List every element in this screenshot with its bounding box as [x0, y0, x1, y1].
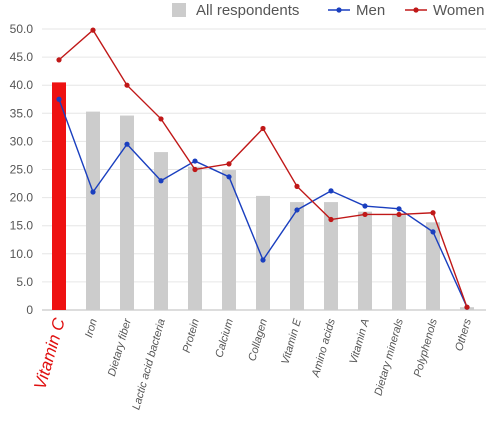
bar: [222, 170, 236, 310]
x-tick-label: Calcium: [213, 318, 235, 360]
y-tick-label: 25.0: [10, 163, 34, 177]
data-point: [328, 188, 334, 194]
y-tick-label: 45.0: [10, 50, 34, 64]
legend-marker: [413, 7, 419, 13]
x-tick-label: Dietary minerals: [372, 317, 406, 397]
x-tick-label: Protein: [181, 318, 202, 355]
x-tick-label: Amino acids: [310, 317, 338, 379]
y-tick-label: 10.0: [10, 247, 34, 261]
data-point: [260, 125, 266, 132]
y-tick-label: 5.0: [16, 275, 33, 289]
legend: All respondents Men Women: [172, 2, 484, 19]
data-point: [90, 189, 96, 195]
bar: [426, 222, 440, 310]
bar: [324, 202, 338, 310]
y-tick-label: 40.0: [10, 78, 34, 92]
data-point: [158, 116, 164, 122]
legend-swatch-bar: [172, 3, 186, 17]
y-tick-label: 35.0: [10, 106, 34, 120]
legend-label: All respondents: [196, 2, 299, 19]
data-point: [396, 211, 402, 218]
y-tick-label: 50.0: [10, 22, 34, 36]
bar: [290, 202, 304, 310]
data-point: [362, 203, 368, 209]
bars: [52, 82, 474, 310]
data-point: [56, 57, 62, 63]
bar: [358, 211, 372, 310]
x-tick-label: Others: [453, 317, 474, 353]
data-point: [226, 161, 232, 167]
data-point: [260, 257, 266, 263]
x-tick-label: Polyphenols: [412, 317, 440, 378]
data-point: [464, 304, 470, 310]
data-point: [90, 27, 96, 33]
legend-marker: [336, 7, 342, 13]
bar: [392, 214, 406, 310]
x-tick-label: Vitamin E: [279, 317, 304, 366]
data-point: [430, 210, 436, 216]
data-point: [158, 178, 164, 184]
data-point: [124, 82, 130, 88]
bar: [154, 152, 168, 310]
data-point: [362, 211, 368, 218]
legend-label: Women: [433, 2, 484, 19]
y-axis-ticks: 0 5.0 10.0 15.0 20.0 25.0 30.0 35.0 40.0 45.0 50.0: [10, 22, 34, 317]
data-point: [226, 174, 232, 180]
data-point: [396, 206, 402, 212]
x-tick-label: Vitamin C: [30, 315, 69, 391]
bar: [52, 82, 66, 310]
data-point: [56, 96, 62, 102]
y-tick-label: 0: [26, 303, 33, 317]
y-tick-label: 15.0: [10, 219, 34, 233]
y-tick-label: 20.0: [10, 191, 34, 205]
x-tick-label: Lactic acid bacteria: [130, 318, 167, 412]
data-point: [294, 207, 300, 213]
y-tick-label: 30.0: [10, 134, 34, 148]
x-tick-label: Vitamin A: [348, 318, 372, 366]
x-tick-label: Iron: [83, 318, 100, 340]
lines: [56, 27, 470, 310]
data-point: [328, 216, 334, 223]
data-point: [430, 229, 436, 235]
data-point: [124, 141, 130, 147]
bar: [188, 166, 202, 310]
x-tick-label: Dietary fiber: [106, 316, 134, 378]
legend-label: Men: [356, 2, 385, 19]
data-point: [192, 158, 198, 164]
data-point: [192, 166, 198, 173]
bar: [120, 115, 134, 310]
x-tick-label: Collagen: [246, 318, 270, 363]
bar: [86, 111, 100, 310]
bar: [256, 195, 270, 310]
data-point: [294, 183, 300, 189]
